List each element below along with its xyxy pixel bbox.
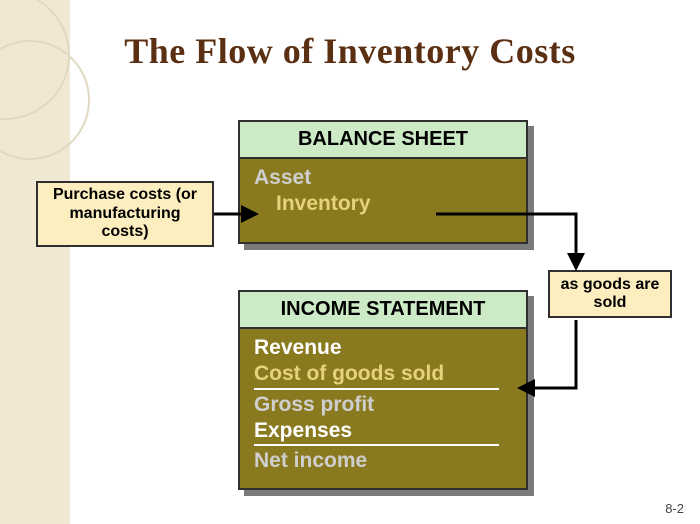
balance-sheet-panel: BALANCE SHEET Asset Inventory [238,120,528,244]
income-row: Net income [254,448,512,474]
purchase-costs-text: Purchase costs (or manufacturing costs) [44,186,206,241]
income-row: Expenses [254,418,512,448]
purchase-costs-note: Purchase costs (or manufacturing costs) [36,181,214,247]
income-row: Revenue [254,335,512,361]
balance-sheet-body: Asset Inventory [240,159,526,228]
balance-sheet-header: BALANCE SHEET [240,122,526,159]
income-statement-panel: INCOME STATEMENT RevenueCost of goods so… [238,290,528,490]
as-goods-sold-note: as goods are sold [548,270,672,318]
asset-label: Asset [254,165,512,191]
inventory-label: Inventory [254,191,512,217]
income-row-label: Expenses [254,418,499,446]
income-row-label: Cost of goods sold [254,361,499,389]
income-statement-header: INCOME STATEMENT [240,292,526,329]
income-row: Gross profit [254,392,512,418]
income-statement-body: RevenueCost of goods sold Gross profitExp… [240,329,526,484]
as-goods-sold-text: as goods are sold [556,276,664,313]
slide-number: 8-2 [665,501,684,516]
income-row: Cost of goods sold [254,361,512,391]
page-title: The Flow of Inventory Costs [0,30,700,72]
